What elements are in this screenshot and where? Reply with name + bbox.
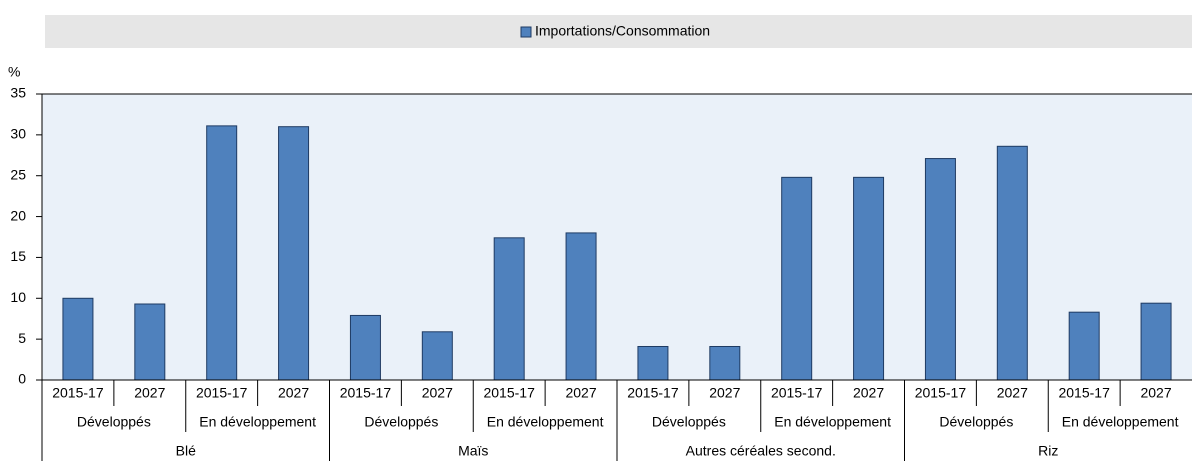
y-tick-label: 20 xyxy=(10,207,26,223)
group-label: Développés xyxy=(939,414,1013,430)
supergroup-label: Blé xyxy=(176,443,196,459)
y-tick-label: 15 xyxy=(10,248,26,264)
y-tick-label: 35 xyxy=(10,85,26,101)
bar xyxy=(134,303,166,381)
bar xyxy=(206,125,238,381)
bar xyxy=(349,314,381,381)
y-tick-label: 25 xyxy=(10,166,26,182)
x-tick-label: 2027 xyxy=(997,385,1028,401)
x-tick-label: 2015-17 xyxy=(196,385,248,401)
x-tick-label: 2027 xyxy=(1140,385,1171,401)
y-tick-label: 5 xyxy=(18,330,26,346)
x-tick-label: 2027 xyxy=(853,385,884,401)
bar xyxy=(421,331,453,381)
group-label: Développés xyxy=(77,414,151,430)
legend-swatch xyxy=(520,26,532,38)
group-label: En développement xyxy=(487,414,604,430)
x-tick-label: 2027 xyxy=(709,385,740,401)
x-tick-label: 2015-17 xyxy=(915,385,967,401)
bar xyxy=(62,297,94,381)
bar xyxy=(781,176,813,381)
x-tick-label: 2015-17 xyxy=(771,385,823,401)
group-label: En développement xyxy=(199,414,316,430)
y-axis-label: % xyxy=(8,64,20,80)
bar xyxy=(278,126,310,381)
x-tick-label: 2015-17 xyxy=(627,385,679,401)
x-tick-label: 2015-17 xyxy=(1058,385,1110,401)
legend-background xyxy=(45,15,1192,48)
y-tick-label: 0 xyxy=(18,371,26,387)
x-tick-label: 2027 xyxy=(422,385,453,401)
group-label: Développés xyxy=(652,414,726,430)
bar xyxy=(1068,311,1100,381)
legend-label: Importations/Consommation xyxy=(535,23,710,39)
y-tick-label: 10 xyxy=(10,289,26,305)
x-tick-label: 2027 xyxy=(134,385,165,401)
bar xyxy=(565,232,597,381)
x-tick-label: 2015-17 xyxy=(483,385,535,401)
group-label: En développement xyxy=(1062,414,1179,430)
x-tick-label: 2027 xyxy=(278,385,309,401)
supergroup-label: Autres céréales second. xyxy=(686,443,836,459)
x-tick-label: 2015-17 xyxy=(52,385,104,401)
bar xyxy=(1140,302,1172,381)
bar xyxy=(996,145,1028,381)
y-tick-label: 30 xyxy=(10,126,26,142)
bar xyxy=(924,158,956,381)
group-label: En développement xyxy=(774,414,891,430)
supergroup-label: Maïs xyxy=(458,443,488,459)
bar xyxy=(493,237,525,381)
supergroup-label: Riz xyxy=(1038,443,1058,459)
bar xyxy=(709,345,741,381)
group-label: Développés xyxy=(364,414,438,430)
bar xyxy=(637,345,669,381)
bar xyxy=(853,176,885,381)
x-tick-label: 2027 xyxy=(565,385,596,401)
x-tick-label: 2015-17 xyxy=(340,385,392,401)
